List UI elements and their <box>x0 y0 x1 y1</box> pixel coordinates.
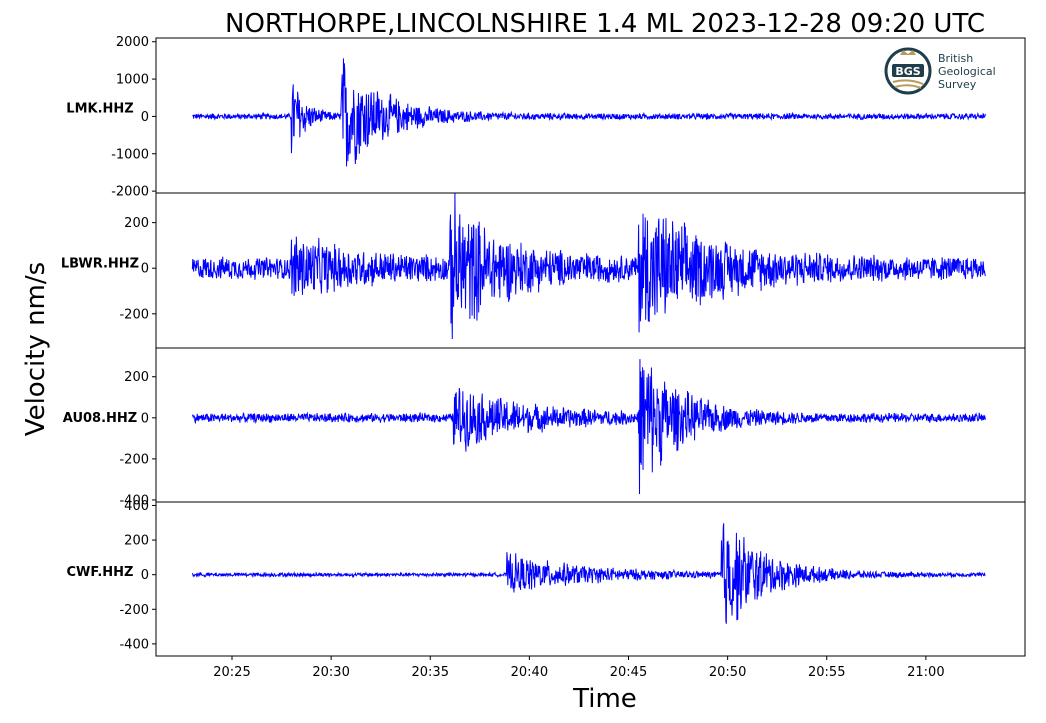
x-tick-label: 20:25 <box>213 665 250 680</box>
panels: 200010000-1000-2000LMK.HHZ2000-200LBWR.H… <box>61 35 1026 657</box>
waveform-trace <box>192 58 986 167</box>
y-tick-label: -200 <box>119 452 149 467</box>
y-tick-label: 200 <box>124 370 149 385</box>
panel-cwf-hhz: 400 200 0 -200 -400 CWF.HHZ <box>67 499 1026 657</box>
y-tick-label: 0 <box>141 568 149 583</box>
chart-title: NORTHORPE,LINCOLNSHIRE 1.4 ML 2023-12-28… <box>225 9 985 39</box>
panel-lbwr-hhz: 200 0 -200 LBWR.HHZ <box>61 192 1026 349</box>
x-tick-label: 20:40 <box>511 665 548 680</box>
x-tick-label: 20:55 <box>808 665 845 680</box>
x-tick-label: 21:00 <box>907 665 944 680</box>
station-label: LBWR.HHZ <box>61 257 139 272</box>
y-tick-label: 0 <box>141 110 149 125</box>
logo-field-icon <box>894 84 922 89</box>
y-tick-label: -200 <box>119 307 149 322</box>
y-tick-label: 200 <box>124 534 149 549</box>
x-axis: 20:25 20:30 20:35 20:40 20:45 20:50 20:55 21:00 <box>213 656 945 680</box>
y-tick-label: 2000 <box>116 35 149 50</box>
panel-frame <box>155 347 1026 503</box>
x-tick-label: 20:45 <box>610 665 647 680</box>
panel-frame <box>155 501 1026 657</box>
y-tick-label: 400 <box>124 499 149 514</box>
y-axis-label: Velocity nm/s <box>21 262 51 436</box>
x-tick-label: 20:50 <box>709 665 746 680</box>
logo-abbr: BGS <box>895 65 920 78</box>
logo-line-2: Geological <box>938 65 996 78</box>
station-label: LMK.HHZ <box>66 102 133 117</box>
logo-field-icon <box>892 79 924 85</box>
station-label: CWF.HHZ <box>67 565 134 580</box>
y-tick-label: -200 <box>119 603 149 618</box>
y-tick-label: 0 <box>141 411 149 426</box>
logo-line-1: British <box>938 52 973 65</box>
panel-lmk-hhz: 2000 1000 0 -1000 -2000 LMK.HHZ <box>66 35 1026 200</box>
waveform-trace <box>191 193 986 340</box>
y-tick-label: -400 <box>119 493 149 508</box>
crown-icon <box>900 50 916 55</box>
x-tick-label: 20:35 <box>412 665 449 680</box>
waveform-trace <box>191 359 986 494</box>
y-tick-label: -400 <box>119 637 149 652</box>
logo-line-3: Survey <box>938 78 977 91</box>
logo-badge <box>892 64 924 77</box>
y-tick-label: 0 <box>141 262 149 277</box>
y-tick-label: -1000 <box>111 147 149 162</box>
y-tick-label: -2000 <box>111 185 149 200</box>
y-tick-label: 200 <box>124 216 149 231</box>
x-axis-label: Time <box>572 684 637 714</box>
bgs-logo: BGS British Geological Survey <box>884 47 996 95</box>
panel-au08-hhz: 200 0 -200 -400 AU08.HHZ <box>63 347 1026 508</box>
station-label: AU08.HHZ <box>63 411 137 426</box>
y-tick-label: 1000 <box>116 73 149 88</box>
x-tick-label: 20:30 <box>312 665 349 680</box>
waveform-trace <box>191 523 986 624</box>
